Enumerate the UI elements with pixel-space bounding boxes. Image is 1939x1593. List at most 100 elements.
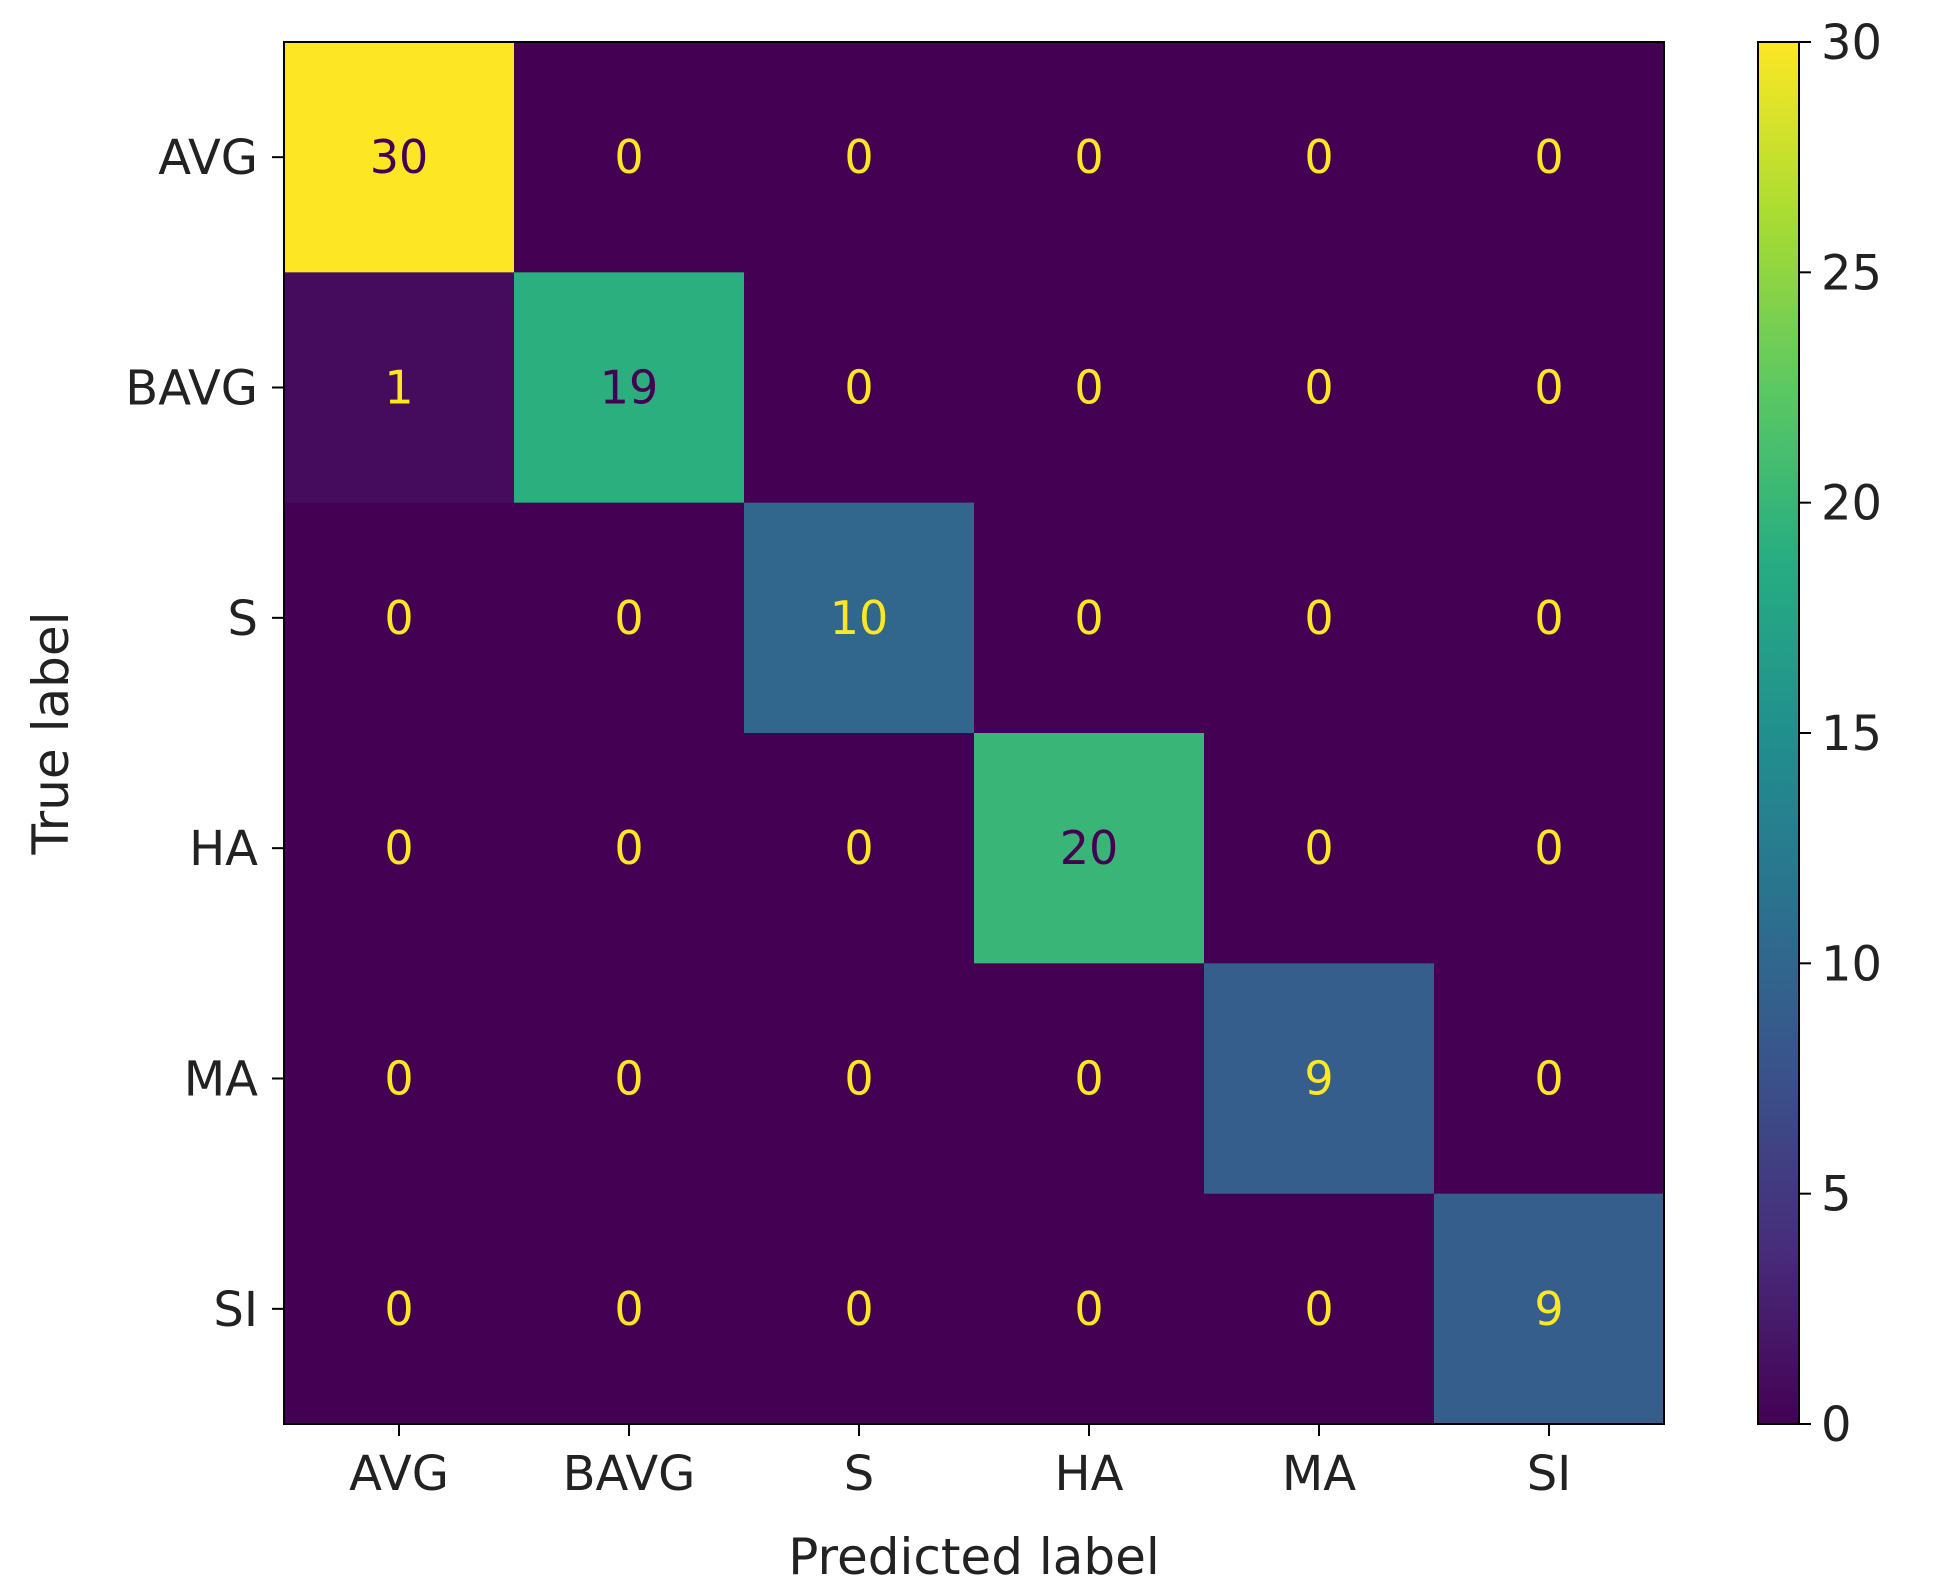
heatmap-cell-r3-c5 — [1434, 733, 1665, 964]
cell-value-r3-c5: 0 — [1534, 821, 1563, 875]
heatmap-cell-r1-c3 — [974, 272, 1205, 504]
cell-value-r4-c5: 0 — [1534, 1052, 1563, 1106]
heatmap-cell-r4-c1 — [514, 963, 745, 1195]
x-axis-label: Predicted label — [788, 1528, 1160, 1586]
cell-value-r4-c1: 0 — [614, 1052, 643, 1106]
cell-value-r5-c4: 0 — [1304, 1282, 1333, 1336]
colorbar-ticks: 0 5 10 15 20 25 30 — [1799, 15, 1882, 1453]
heatmap-cell-r1-c5 — [1434, 272, 1665, 504]
heatmap-cell-r5-c0 — [284, 1193, 515, 1425]
colorbar-tick-label: 25 — [1821, 245, 1882, 301]
heatmap-cell-r4-c4 — [1204, 963, 1435, 1195]
cell-value-r0-c4: 0 — [1304, 130, 1333, 184]
heatmap-cell-r0-c0 — [284, 42, 515, 273]
x-tick-label: AVG — [349, 1446, 449, 1502]
colorbar-tick-label: 30 — [1821, 15, 1882, 71]
cell-value-r2-c4: 0 — [1304, 591, 1333, 645]
y-tick-label: HA — [189, 821, 258, 877]
cell-value-r2-c5: 0 — [1534, 591, 1563, 645]
cell-value-r0-c3: 0 — [1074, 130, 1103, 184]
heatmap-cell-r4-c0 — [284, 963, 515, 1195]
cell-value-r5-c5: 9 — [1534, 1282, 1563, 1336]
y-tick-label: MA — [184, 1052, 258, 1108]
heatmap-cell-r0-c3 — [974, 42, 1205, 273]
x-tick-label: SI — [1527, 1446, 1572, 1502]
x-tick-label: HA — [1055, 1446, 1124, 1502]
heatmap-cell-r1-c0 — [284, 272, 515, 504]
heatmap-cell-r2-c3 — [974, 502, 1205, 734]
colorbar-tick-label: 5 — [1821, 1167, 1852, 1223]
x-tick-label: S — [844, 1446, 874, 1502]
y-tick-label: AVG — [158, 130, 258, 186]
cell-value-r1-c4: 0 — [1304, 361, 1333, 415]
y-tick-label: BAVG — [125, 361, 258, 417]
cell-value-r0-c0: 30 — [370, 130, 429, 184]
cell-value-r5-c1: 0 — [614, 1282, 643, 1336]
heatmap-cell-r2-c1 — [514, 502, 745, 734]
colorbar-tick-label: 10 — [1821, 936, 1882, 992]
heatmap-cell-r5-c2 — [744, 1193, 975, 1425]
cell-value-r5-c2: 0 — [844, 1282, 873, 1336]
colorbar — [1757, 41, 1800, 1425]
cell-value-r5-c3: 0 — [1074, 1282, 1103, 1336]
heatmap-cell-r3-c1 — [514, 733, 745, 964]
cell-value-r3-c1: 0 — [614, 821, 643, 875]
cell-value-r0-c1: 0 — [614, 130, 643, 184]
cell-value-r2-c0: 0 — [384, 591, 413, 645]
cell-value-r5-c0: 0 — [384, 1282, 413, 1336]
x-tick-label: BAVG — [563, 1446, 696, 1502]
x-tick-label: MA — [1282, 1446, 1356, 1502]
heatmap-cell-r4-c3 — [974, 963, 1205, 1195]
heatmap-cell-r1-c4 — [1204, 272, 1435, 504]
heatmap-cell-r2-c5 — [1434, 502, 1665, 734]
y-tick-label: SI — [213, 1282, 258, 1338]
y-axis-ticks: AVG BAVG S HA MA SI — [125, 130, 284, 1338]
cell-value-r3-c4: 0 — [1304, 821, 1333, 875]
heatmap-cell-r2-c0 — [284, 502, 515, 734]
heatmap-cell-r4-c2 — [744, 963, 975, 1195]
cell-value-r4-c4: 9 — [1304, 1052, 1333, 1106]
cell-value-r2-c2: 10 — [830, 591, 889, 645]
cell-value-r1-c2: 0 — [844, 361, 873, 415]
heatmap-cell-r3-c2 — [744, 733, 975, 964]
cell-value-r1-c3: 0 — [1074, 361, 1103, 415]
cell-value-r0-c2: 0 — [844, 130, 873, 184]
cell-value-r4-c0: 0 — [384, 1052, 413, 1106]
heatmap-cell-r3-c0 — [284, 733, 515, 964]
heatmap-cell-r5-c3 — [974, 1193, 1205, 1425]
cell-value-r2-c1: 0 — [614, 591, 643, 645]
x-axis-ticks: AVG BAVG S HA MA SI — [349, 1424, 1571, 1502]
cell-value-r4-c3: 0 — [1074, 1052, 1103, 1106]
cell-value-r4-c2: 0 — [844, 1052, 873, 1106]
heatmap-cell-r5-c5 — [1434, 1193, 1665, 1425]
heatmap-cell-r4-c5 — [1434, 963, 1665, 1195]
colorbar-tick-label: 15 — [1821, 706, 1882, 762]
heatmap-cell-r2-c4 — [1204, 502, 1435, 734]
plot-frame — [283, 41, 1665, 1425]
heatmap-cell-r0-c2 — [744, 42, 975, 273]
heatmap-cell-r1-c2 — [744, 272, 975, 504]
cell-value-r1-c5: 0 — [1534, 361, 1563, 415]
y-tick-label: S — [228, 591, 258, 647]
colorbar-tick-label: 0 — [1821, 1397, 1852, 1453]
cell-value-r1-c1: 19 — [600, 361, 659, 415]
cell-value-r3-c3: 20 — [1060, 821, 1119, 875]
heatmap-cell-r3-c3 — [974, 733, 1205, 964]
heatmap-cell-r2-c2 — [744, 502, 975, 734]
y-axis-label: True label — [22, 611, 80, 855]
heatmap-cell-r0-c1 — [514, 42, 745, 273]
heatmap-cell-r1-c1 — [514, 272, 745, 504]
heatmap-cell-r5-c4 — [1204, 1193, 1435, 1425]
heatmap-cell-r0-c4 — [1204, 42, 1435, 273]
cell-value-r1-c0: 1 — [384, 361, 413, 415]
cell-value-r3-c0: 0 — [384, 821, 413, 875]
cell-value-r2-c3: 0 — [1074, 591, 1103, 645]
cell-value-r3-c2: 0 — [844, 821, 873, 875]
cell-value-r0-c5: 0 — [1534, 130, 1563, 184]
heatmap-cell-r0-c5 — [1434, 42, 1665, 273]
heatmap-cell-r5-c1 — [514, 1193, 745, 1425]
heatmap-cell-r3-c4 — [1204, 733, 1435, 964]
heatmap-cells: 30 0 0 0 0 0 1 19 0 0 0 0 0 0 10 0 0 0 0 0 0 20 0 0 0 0 0 0 9 0 0 0 0 0 0 9 — [284, 42, 1665, 1425]
colorbar-tick-label: 20 — [1821, 476, 1882, 532]
